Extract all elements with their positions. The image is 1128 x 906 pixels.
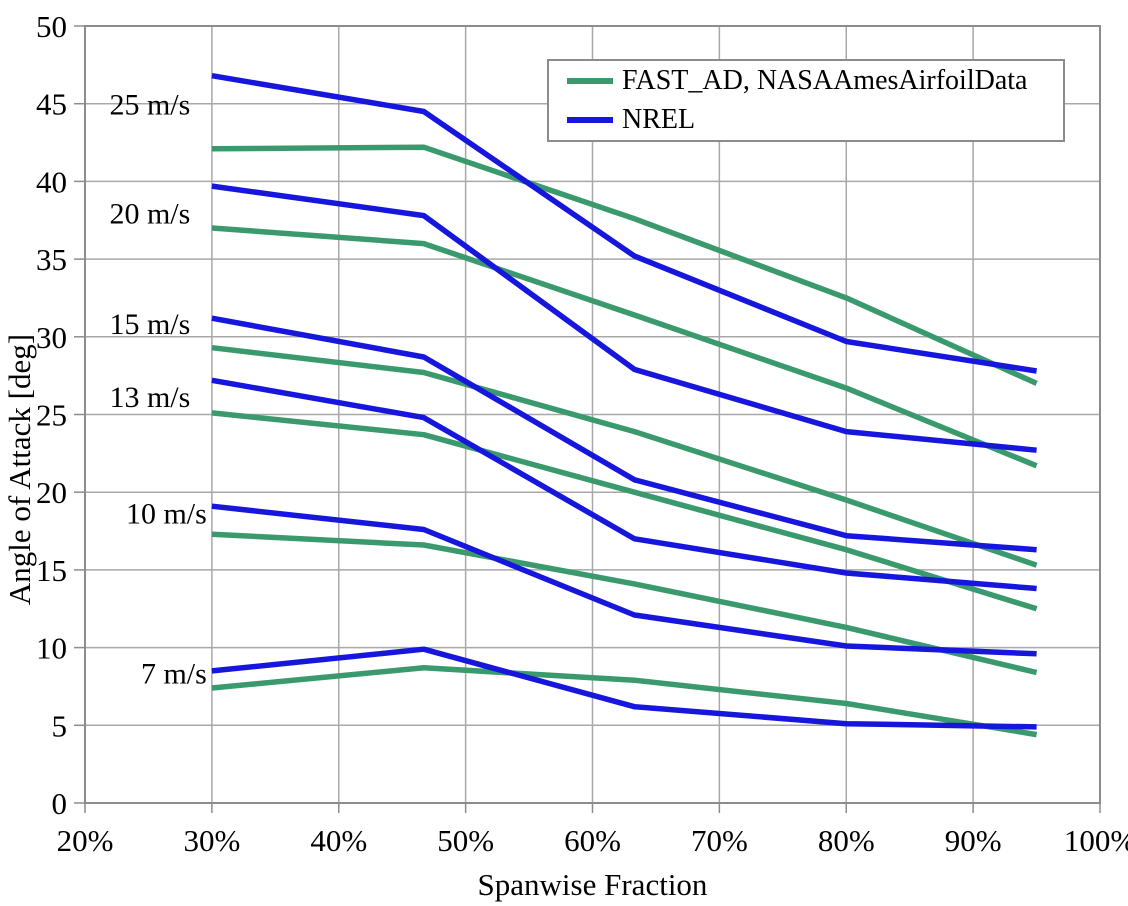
x-axis-title: Spanwise Fraction (478, 867, 708, 902)
x-tick-label: 60% (564, 823, 621, 858)
legend: FAST_AD, NASAAmesAirfoilData NREL (547, 59, 1065, 142)
plot-border (84, 25, 1101, 804)
y-tick-label: 30 (36, 320, 67, 355)
annotation-20-m-s: 20 m/s (109, 197, 190, 230)
annotation-15-m-s: 15 m/s (109, 308, 190, 341)
line-fast-ad-10-m-s (211, 531, 1038, 676)
line-nrel-7-m-s (211, 646, 1037, 730)
tick-marks (74, 25, 1101, 813)
legend-label-nrel: NREL (622, 104, 696, 135)
line-nrel-13-m-s (211, 377, 1037, 592)
series-lines (211, 72, 1038, 738)
x-axis-tick-labels: 20% 30% 40% 50% 60% 70% 80% 90% 100% (57, 823, 1128, 858)
fast-ad-line-swatch (567, 78, 613, 84)
x-tick-label: 90% (945, 823, 1002, 858)
line-fast-ad-25-m-s (211, 144, 1038, 386)
y-tick-label: 10 (36, 631, 67, 666)
x-tick-label: 80% (818, 823, 875, 858)
nrel-line-swatch (567, 117, 613, 123)
line-fast-ad-20-m-s (211, 225, 1038, 469)
x-tick-label: 50% (437, 823, 494, 858)
y-tick-label: 5 (52, 708, 68, 743)
line-nrel-10-m-s (211, 503, 1037, 657)
line-nrel-25-m-s (211, 72, 1038, 374)
line-nrel-15-m-s (211, 315, 1037, 553)
y-tick-label: 40 (36, 164, 67, 199)
gridlines (84, 25, 1101, 804)
x-tick-label: 20% (57, 823, 114, 858)
y-tick-label: 15 (36, 553, 67, 588)
line-fast-ad-13-m-s (211, 410, 1038, 612)
y-tick-label: 50 (36, 9, 67, 44)
annotation-7-m-s: 7 m/s (141, 657, 207, 690)
line-nrel-20-m-s (211, 183, 1037, 453)
x-tick-label: 30% (183, 823, 240, 858)
line-fast-ad-7-m-s (211, 665, 1038, 738)
y-axis-tick-labels: 0 5 10 15 20 25 30 35 40 45 50 (36, 9, 67, 821)
legend-label-fast-ad: FAST_AD, NASAAmesAirfoilData (622, 65, 1028, 96)
wind-speed-labels: 25 m/s 20 m/s 15 m/s 13 m/s 10 m/s 7 m/s (109, 89, 206, 691)
annotation-13-m-s: 13 m/s (109, 381, 190, 414)
x-tick-label: 70% (691, 823, 748, 858)
y-tick-label: 25 (36, 398, 67, 433)
y-tick-label: 35 (36, 242, 67, 277)
annotation-25-m-s: 25 m/s (109, 89, 190, 122)
y-tick-label: 45 (36, 87, 67, 122)
y-axis-title: Angle of Attack [deg] (2, 334, 37, 605)
legend-item-nrel: NREL (549, 101, 1063, 139)
line-fast-ad-15-m-s (211, 344, 1038, 568)
x-tick-label: 40% (310, 823, 367, 858)
annotation-10-m-s: 10 m/s (126, 497, 207, 530)
x-tick-label: 100% (1064, 823, 1128, 858)
legend-item-fast-ad: FAST_AD, NASAAmesAirfoilData (549, 62, 1063, 100)
y-tick-label: 20 (36, 475, 67, 510)
y-tick-label: 0 (52, 786, 68, 821)
